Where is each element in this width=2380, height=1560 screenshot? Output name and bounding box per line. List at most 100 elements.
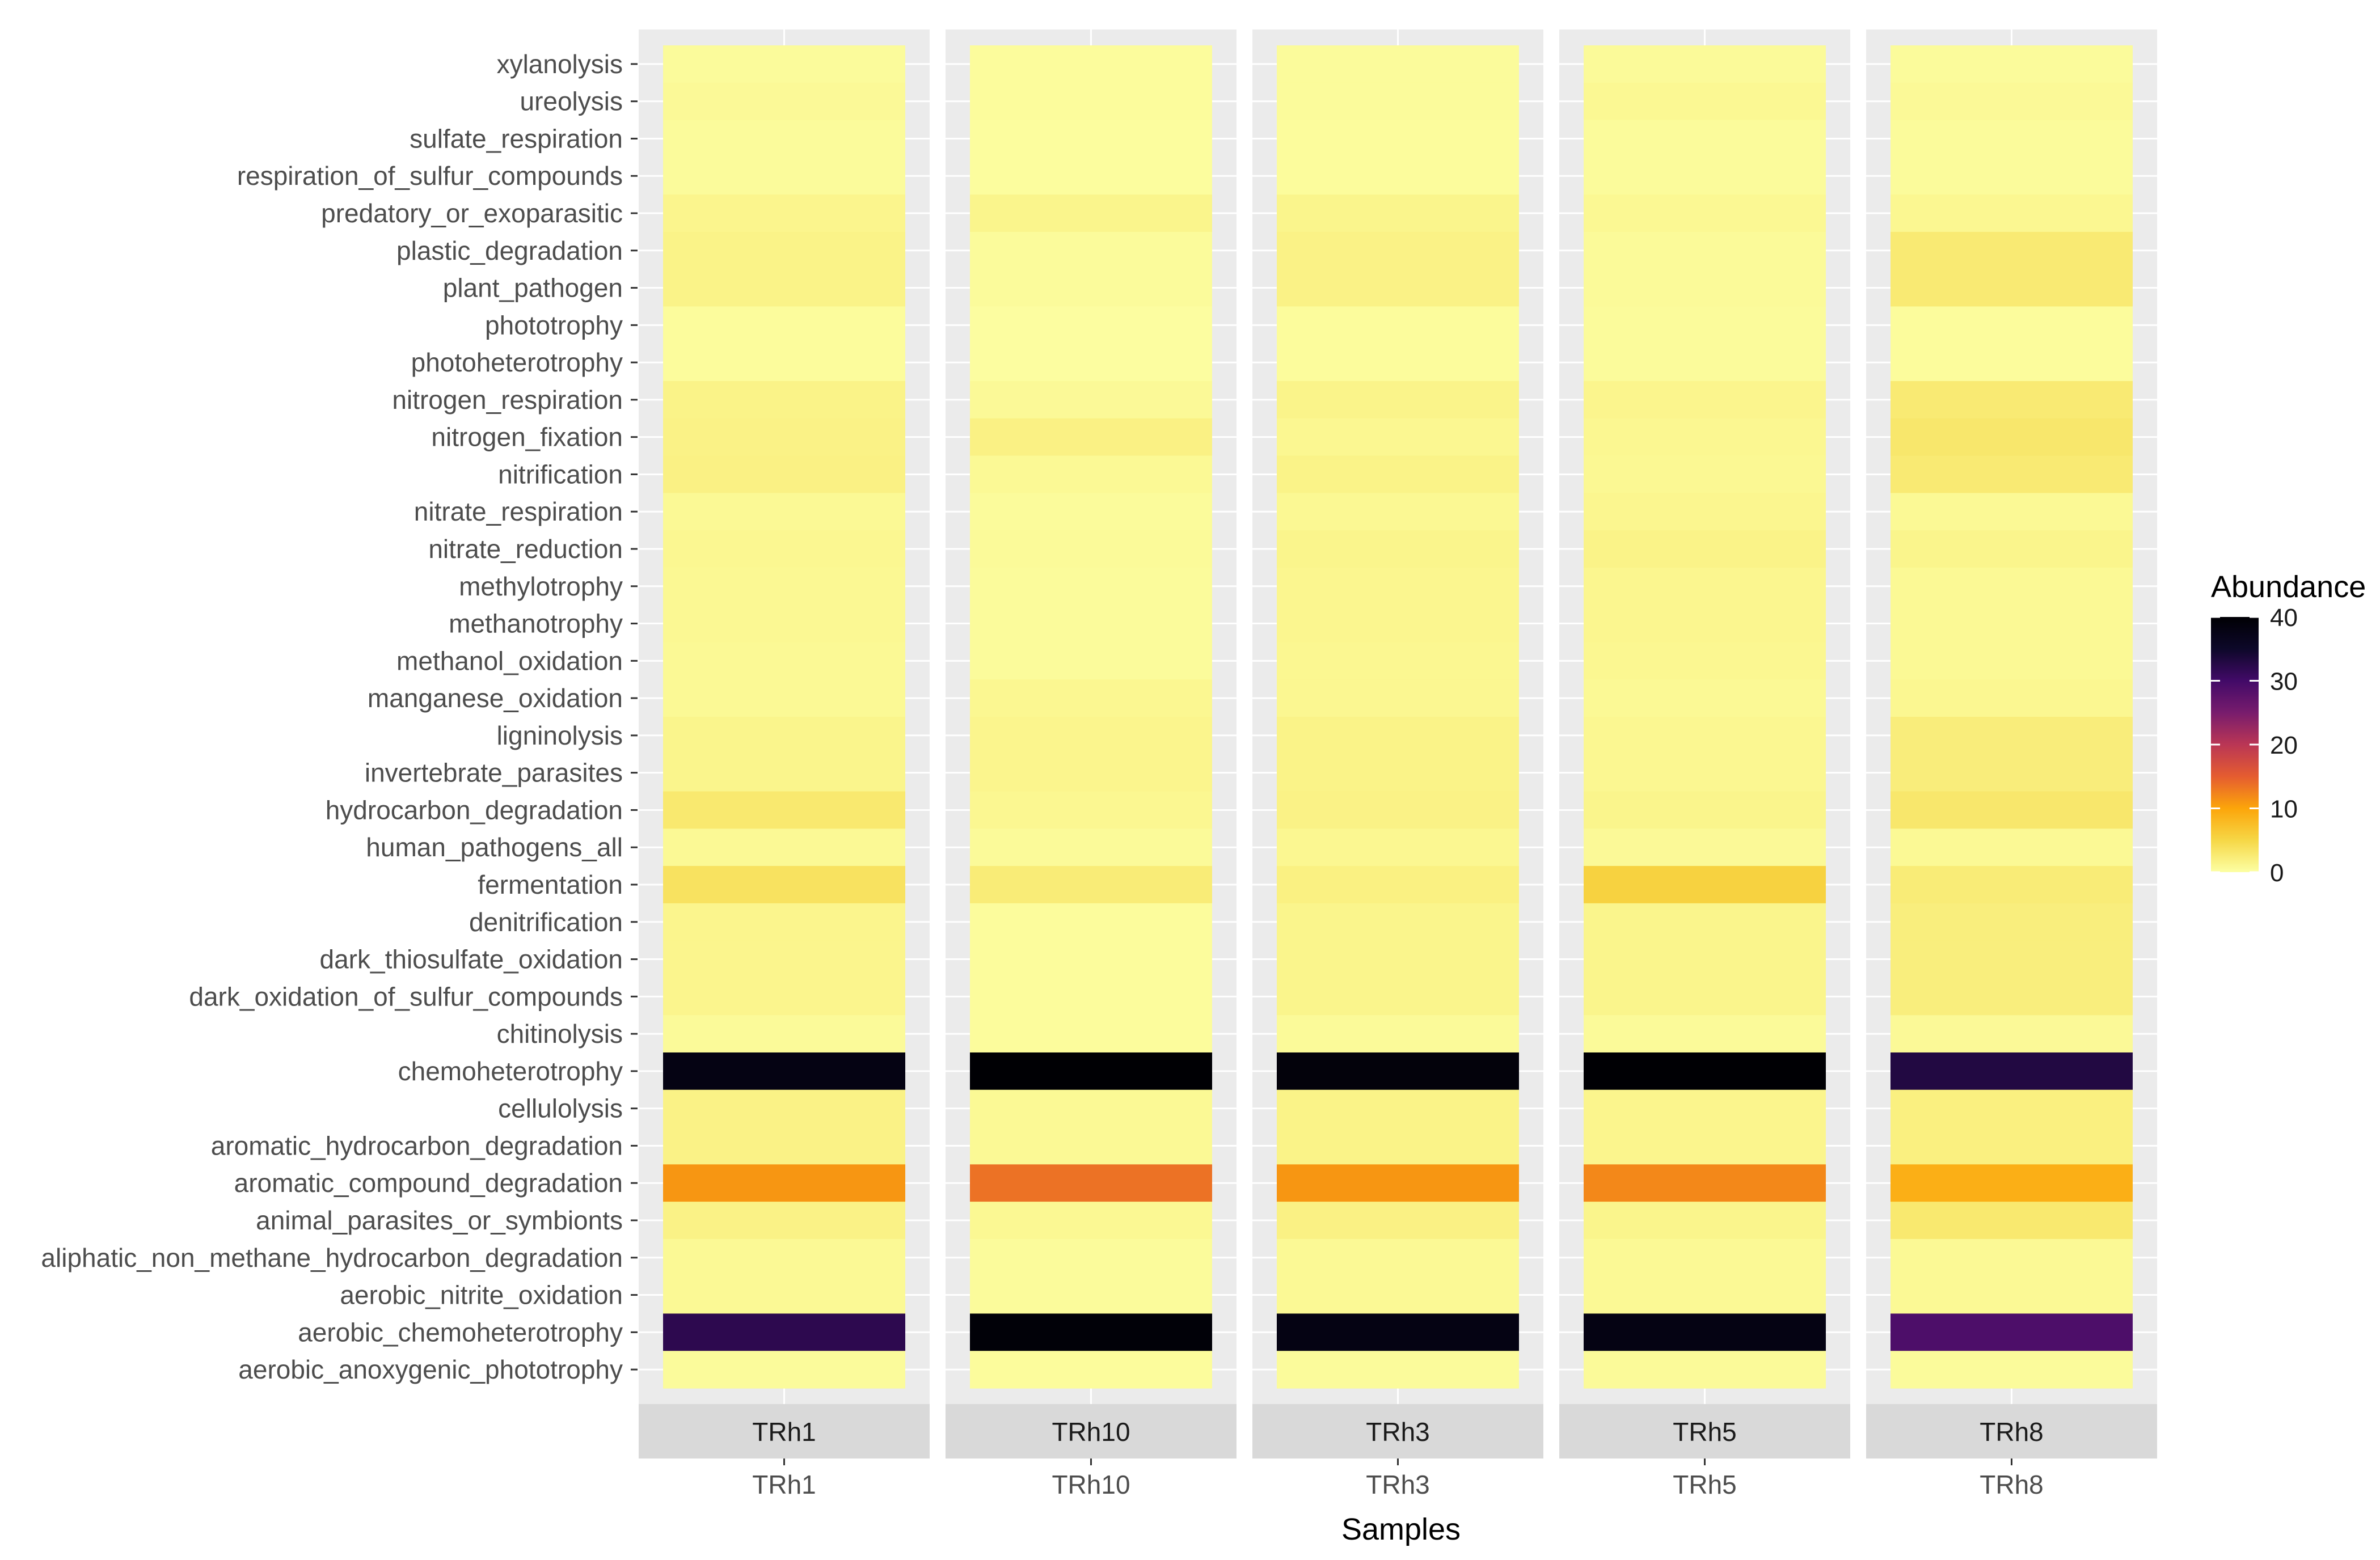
- heatmap-cell: [1584, 195, 1826, 232]
- heatmap-cell: [1584, 1276, 1826, 1314]
- heatmap-cell: [663, 82, 905, 121]
- heatmap-cell: [970, 306, 1212, 344]
- heatmap-cell: [663, 1052, 905, 1090]
- heatmap-cell: [1584, 418, 1826, 456]
- heatmap-cell: [1277, 1089, 1519, 1128]
- heatmap-cell: [970, 679, 1212, 717]
- heatmap-cell: [1584, 1351, 1826, 1389]
- heatmap-cell: [1584, 1127, 1826, 1165]
- heatmap-cell: [663, 940, 905, 979]
- heatmap-cell: [1891, 306, 2133, 344]
- heatmap-cell: [1277, 381, 1519, 419]
- heatmap-cell: [663, 344, 905, 382]
- heatmap-cell: [970, 1089, 1212, 1128]
- heatmap-cell: [663, 493, 905, 531]
- heatmap-cell: [663, 381, 905, 419]
- heatmap-cell: [663, 1164, 905, 1202]
- heatmap-cell: [970, 604, 1212, 643]
- heatmap-cell: [970, 642, 1212, 680]
- heatmap-cell: [1891, 642, 2133, 680]
- heatmap-cell: [970, 157, 1212, 195]
- colorbar-tick-label: 0: [2270, 859, 2284, 887]
- heatmap-cell: [663, 866, 905, 904]
- facet-strip-label: TRh5: [1673, 1417, 1736, 1447]
- facet-strip: [1559, 1404, 1850, 1458]
- colorbar-tick-label: 20: [2270, 732, 2298, 759]
- heatmap-cell: [970, 1164, 1212, 1202]
- y-tick-label: invertebrate_parasites: [365, 758, 623, 788]
- x-tick-label: TRh10: [1052, 1470, 1130, 1499]
- heatmap-cell: [1891, 530, 2133, 568]
- heatmap-cell: [1277, 754, 1519, 792]
- heatmap-cell: [663, 754, 905, 792]
- x-tick-label: TRh3: [1366, 1470, 1429, 1499]
- heatmap-cell: [1277, 940, 1519, 979]
- heatmap-cell: [1891, 381, 2133, 419]
- y-tick-label: plant_pathogen: [443, 273, 623, 303]
- heatmap-cell: [1277, 1276, 1519, 1314]
- heatmap-cell: [1891, 1127, 2133, 1165]
- heatmap-cell: [1584, 978, 1826, 1016]
- heatmap-cell: [1891, 344, 2133, 382]
- heatmap-cell: [663, 1238, 905, 1277]
- heatmap-cell: [970, 828, 1212, 866]
- heatmap-cell: [1584, 903, 1826, 941]
- heatmap-cell: [1277, 1164, 1519, 1202]
- heatmap-cell: [970, 381, 1212, 419]
- facet-strip: [639, 1404, 930, 1458]
- heatmap-cell: [1891, 940, 2133, 979]
- y-tick-label: fermentation: [478, 870, 623, 899]
- y-tick-label: human_pathogens_all: [366, 832, 623, 862]
- heatmap-cell: [1584, 1202, 1826, 1240]
- heatmap-cell: [1891, 1089, 2133, 1128]
- y-tick-label: nitrogen_fixation: [431, 422, 623, 452]
- heatmap-cell: [1277, 642, 1519, 680]
- heatmap-cell: [1891, 1351, 2133, 1389]
- y-tick-label: methylotrophy: [459, 572, 623, 601]
- heatmap-cell: [970, 493, 1212, 531]
- heatmap-cell: [1584, 1089, 1826, 1128]
- heatmap-cell: [1277, 157, 1519, 195]
- heatmap-cell: [663, 679, 905, 717]
- heatmap-cell: [1891, 418, 2133, 456]
- heatmap-cell: [1277, 1202, 1519, 1240]
- heatmap-cell: [970, 344, 1212, 382]
- heatmap-cell: [970, 1276, 1212, 1314]
- legend-title: Abundance: [2211, 570, 2366, 604]
- heatmap-cell: [663, 45, 905, 83]
- heatmap-cell: [1277, 717, 1519, 755]
- heatmap-cell: [1277, 866, 1519, 904]
- heatmap-cell: [1891, 978, 2133, 1016]
- heatmap-cell: [1584, 754, 1826, 792]
- y-tick-label: methanotrophy: [449, 609, 623, 639]
- heatmap-cell: [663, 418, 905, 456]
- heatmap-cell: [970, 1015, 1212, 1053]
- heatmap-cell: [970, 455, 1212, 493]
- heatmap-cell: [1584, 381, 1826, 419]
- heatmap-cell: [970, 195, 1212, 232]
- colorbar-tick-label: 40: [2270, 604, 2298, 632]
- heatmap-cell: [663, 1127, 905, 1165]
- heatmap-cell: [1891, 903, 2133, 941]
- y-tick-label: aromatic_compound_degradation: [234, 1168, 623, 1198]
- heatmap-cell: [1891, 1276, 2133, 1314]
- x-axis-title: Samples: [1341, 1512, 1461, 1546]
- heatmap-cell: [1277, 493, 1519, 531]
- heatmap-cell: [970, 717, 1212, 755]
- heatmap-cell: [1584, 1313, 1826, 1351]
- heatmap-cell: [1891, 791, 2133, 829]
- heatmap-cell: [1584, 455, 1826, 493]
- heatmap-cell: [1277, 418, 1519, 456]
- heatmap-cell: [1584, 828, 1826, 866]
- heatmap-cell: [1891, 45, 2133, 83]
- heatmap-cell: [1584, 1052, 1826, 1090]
- heatmap-cell: [1891, 1202, 2133, 1240]
- heatmap-cell: [970, 1202, 1212, 1240]
- heatmap-cell: [663, 717, 905, 755]
- y-tick-label: ligninolysis: [497, 721, 623, 750]
- x-tick-label: TRh5: [1673, 1470, 1736, 1499]
- y-tick-label: aerobic_nitrite_oxidation: [340, 1280, 623, 1310]
- heatmap-cell: [1277, 1238, 1519, 1277]
- facet-strip-label: TRh1: [752, 1417, 816, 1447]
- y-tick-label: predatory_or_exoparasitic: [321, 198, 623, 228]
